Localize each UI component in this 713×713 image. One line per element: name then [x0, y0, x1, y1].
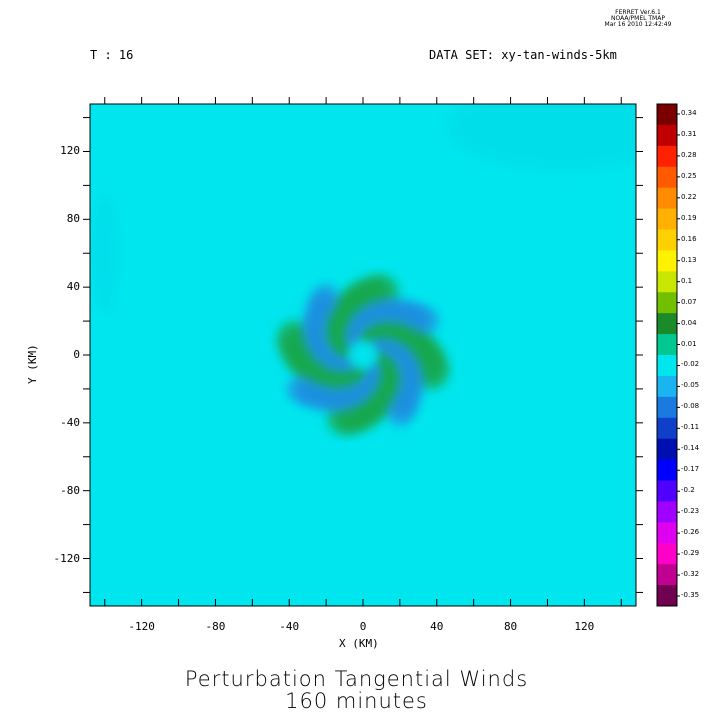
- colorbar-label: 0.34: [681, 109, 697, 117]
- colorbar-swatch: [657, 564, 677, 586]
- colorbar-swatch: [657, 585, 677, 607]
- stamp-line-2: NOAA/PMEL TMAP: [611, 15, 665, 22]
- colorbar-label: 0.22: [681, 192, 697, 201]
- colorbar-swatch: [657, 187, 677, 210]
- y-tick-label: 120: [60, 144, 80, 158]
- chart-title: Perturbation Tangential Winds: [184, 667, 529, 691]
- x-tick-label: 0: [359, 620, 367, 633]
- x-tick-label: 40: [430, 620, 444, 633]
- colorbar-label: 0.01: [681, 339, 697, 348]
- y-tick-label: -80: [60, 483, 80, 497]
- colorbar-label: 0.19: [681, 213, 697, 222]
- colorbar-swatch: [657, 438, 677, 461]
- y-tick-label: -40: [60, 415, 80, 429]
- y-tick-label: -120: [53, 551, 81, 565]
- colorbar-label: -0.02: [681, 360, 700, 369]
- y-tick-label: 80: [66, 212, 80, 226]
- x-tick-label: 120: [574, 620, 595, 633]
- colorbar-label: 0.13: [681, 255, 697, 264]
- colorbar-label: 0.31: [681, 129, 697, 138]
- stamp-line-1: FERRET Ver.6.1: [615, 9, 661, 16]
- x-tick-label: -40: [279, 620, 300, 633]
- colorbar-label: -0.29: [681, 549, 700, 558]
- spiral-arms: [276, 273, 450, 437]
- x-axis-label: X (KM): [339, 637, 379, 650]
- x-tick-label: 80: [503, 620, 518, 633]
- axis-ticks: [83, 97, 643, 606]
- colorbar-swatch: [657, 313, 677, 335]
- y-tick-label: 0: [73, 348, 80, 361]
- ferret-stamp: FERRET Ver.6.1 NOAA/PMEL TMAP Mar 16 201…: [602, 10, 674, 28]
- colorbar-frame: [656, 103, 678, 607]
- arm-2-segment: [373, 349, 391, 368]
- colorbar-swatch: [657, 145, 677, 168]
- colorbar-label: 0.25: [681, 171, 697, 180]
- colorbar-label: -0.05: [681, 381, 700, 390]
- arm-5-segment: [367, 359, 379, 373]
- field-shade-topright: [445, 104, 636, 172]
- colorbar-label: -0.35: [681, 591, 700, 599]
- heatmap-field: [90, 104, 636, 606]
- colorbar-swatch: [657, 124, 677, 147]
- y-axis-label: Y (KM): [26, 344, 39, 384]
- colorbar-label: 0.28: [681, 150, 697, 159]
- chart-subtitle: 160 minutes: [285, 689, 428, 713]
- colorbar-swatch: [657, 543, 677, 565]
- colorbar-label: -0.14: [681, 444, 700, 453]
- colorbar-swatch: [657, 334, 677, 356]
- colorbar-label: -0.26: [681, 528, 700, 537]
- colorbar-label: -0.17: [681, 465, 700, 474]
- colorbar-label: -0.11: [681, 423, 700, 432]
- colorbar: [656, 103, 680, 607]
- colorbar-swatch: [657, 396, 677, 419]
- colorbar-swatch: [657, 501, 677, 523]
- colorbar-swatch: [657, 459, 677, 481]
- colorbar-swatch: [657, 250, 677, 272]
- arm-3-segment: [358, 328, 376, 347]
- colorbar-label: 0.04: [681, 318, 697, 327]
- colorbar-swatch: [657, 480, 677, 502]
- colorbar-swatch: [657, 522, 677, 544]
- colorbar-label: -0.2: [681, 486, 695, 495]
- stamp-line-3: Mar 16 2010 12:42:49: [604, 21, 672, 28]
- y-tick-label: 40: [66, 280, 80, 294]
- arm-7-segment: [347, 337, 359, 351]
- colorbar-label: 0.07: [681, 297, 697, 306]
- colorbar-swatch: [657, 375, 677, 398]
- colorbar-swatch: [657, 229, 677, 251]
- colorbar-swatch: [657, 417, 677, 440]
- colorbar-swatch: [657, 166, 677, 189]
- colorbar-swatch: [657, 208, 677, 230]
- colorbar-swatch: [657, 292, 677, 314]
- arm-1-segment: [350, 363, 368, 382]
- time-label: T : 16: [90, 48, 134, 62]
- colorbar-swatch: [657, 355, 677, 377]
- colorbar-label: 0.1: [681, 276, 693, 285]
- field-shade-left: [90, 193, 119, 314]
- field-center: [349, 341, 377, 369]
- colorbar-label: -0.32: [681, 570, 700, 579]
- colorbar-label: -0.23: [681, 507, 700, 516]
- colorbar-label: 0.16: [681, 234, 697, 243]
- colorbar-label: -0.08: [681, 402, 700, 411]
- colorbar-swatch: [657, 271, 677, 293]
- x-tick-label: -80: [205, 620, 226, 633]
- dataset-label: DATA SET: xy-tan-winds-5km: [429, 48, 617, 62]
- arm-0-segment: [335, 342, 353, 361]
- colorbar-swatch: [657, 104, 677, 126]
- x-tick-label: -120: [128, 620, 155, 633]
